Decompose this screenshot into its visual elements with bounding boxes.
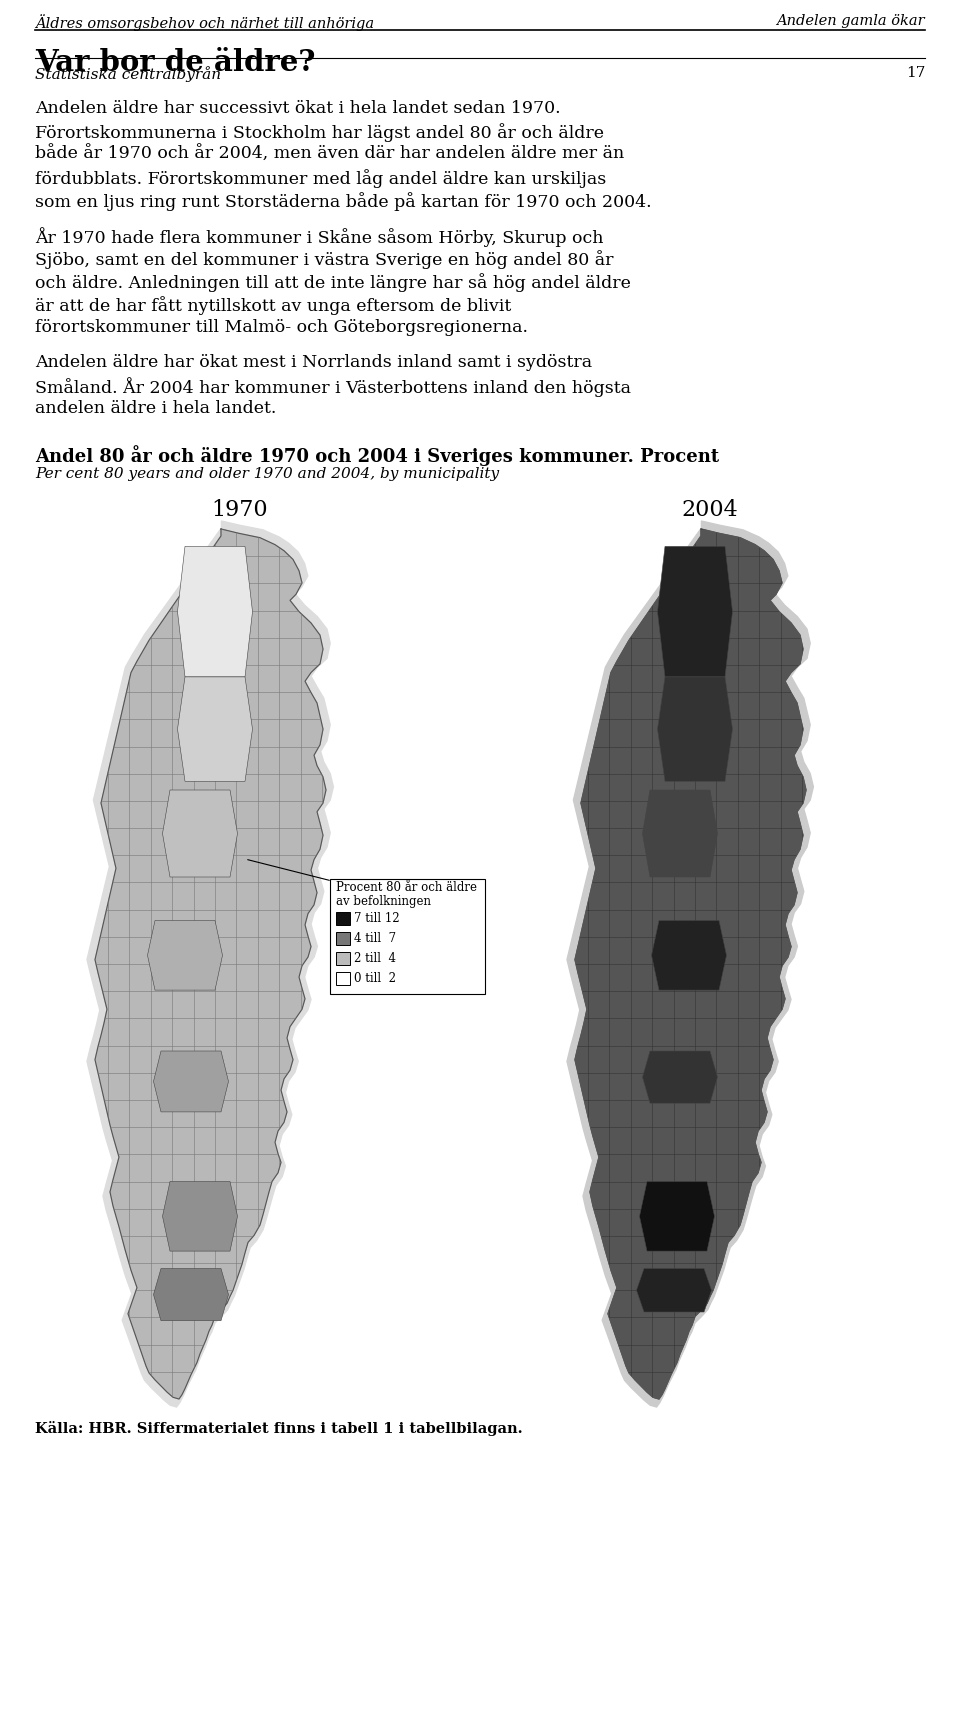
Polygon shape	[95, 530, 326, 1399]
Bar	[336, 912, 350, 926]
Polygon shape	[87, 521, 333, 1407]
Polygon shape	[639, 1181, 714, 1251]
Text: Andelen äldre har ökat mest i Norrlands inland samt i sydöstra: Andelen äldre har ökat mest i Norrlands …	[35, 355, 592, 370]
Text: av befolkningen: av befolkningen	[336, 895, 431, 908]
Text: 17: 17	[905, 67, 925, 81]
Text: Sjöbo, samt en del kommuner i västra Sverige en hög andel 80 år: Sjöbo, samt en del kommuner i västra Sve…	[35, 250, 613, 269]
Polygon shape	[162, 790, 237, 878]
Text: Äldres omsorgsbehov och närhet till anhöriga: Äldres omsorgsbehov och närhet till anhö…	[35, 14, 374, 31]
Text: är att de har fått nytillskott av unga eftersom de blivit: är att de har fått nytillskott av unga e…	[35, 297, 512, 315]
Polygon shape	[652, 920, 727, 991]
Polygon shape	[642, 1051, 717, 1104]
Text: 1970: 1970	[212, 499, 268, 521]
Text: 4 till  7: 4 till 7	[354, 932, 396, 944]
Polygon shape	[567, 521, 813, 1407]
Text: Var bor de äldre?: Var bor de äldre?	[35, 48, 316, 77]
Polygon shape	[658, 677, 732, 782]
Text: förortskommuner till Malmö- och Göteborgsregionerna.: förortskommuner till Malmö- och Göteborg…	[35, 319, 528, 336]
Bar	[330, 879, 485, 994]
Bar	[336, 951, 350, 965]
Polygon shape	[658, 547, 732, 677]
Text: 0 till  2: 0 till 2	[354, 972, 396, 986]
Text: Procent 80 år och äldre: Procent 80 år och äldre	[336, 881, 477, 895]
Text: både år 1970 och år 2004, men även där har andelen äldre mer än: både år 1970 och år 2004, men även där h…	[35, 146, 624, 163]
Polygon shape	[154, 1051, 228, 1112]
Text: Statistiska centralbyrån: Statistiska centralbyrån	[35, 67, 221, 82]
Text: 7 till 12: 7 till 12	[354, 912, 399, 926]
Text: Småland. År 2004 har kommuner i Västerbottens inland den högsta: Småland. År 2004 har kommuner i Västerbo…	[35, 377, 631, 398]
Polygon shape	[642, 790, 717, 878]
Text: andelen äldre i hela landet.: andelen äldre i hela landet.	[35, 399, 276, 417]
Polygon shape	[178, 547, 252, 677]
Text: 2 till  4: 2 till 4	[354, 951, 396, 965]
Polygon shape	[162, 1181, 237, 1251]
Polygon shape	[178, 677, 252, 782]
Text: Andel 80 år och äldre 1970 och 2004 i Sveriges kommuner. Procent: Andel 80 år och äldre 1970 och 2004 i Sv…	[35, 446, 719, 466]
Text: och äldre. Anledningen till att de inte längre har så hög andel äldre: och äldre. Anledningen till att de inte …	[35, 273, 631, 291]
Text: fördubblats. Förortskommuner med låg andel äldre kan urskiljas: fördubblats. Förortskommuner med låg and…	[35, 170, 607, 189]
Text: Förortskommunerna i Stockholm har lägst andel 80 år och äldre: Förortskommunerna i Stockholm har lägst …	[35, 123, 604, 142]
Text: Per cent 80 years and older 1970 and 2004, by municipality: Per cent 80 years and older 1970 and 200…	[35, 466, 499, 482]
Polygon shape	[148, 920, 223, 991]
Polygon shape	[154, 1268, 228, 1321]
Bar	[336, 932, 350, 944]
Polygon shape	[575, 530, 806, 1399]
Bar	[336, 972, 350, 986]
Text: som en ljus ring runt Storstäderna både på kartan för 1970 och 2004.: som en ljus ring runt Storstäderna både …	[35, 192, 652, 211]
Polygon shape	[636, 1268, 711, 1311]
Text: 2004: 2004	[682, 499, 738, 521]
Text: Källa: HBR. Siffermaterialet finns i tabell 1 i tabellbilagan.: Källa: HBR. Siffermaterialet finns i tab…	[35, 1421, 522, 1436]
Text: Andelen gamla ökar: Andelen gamla ökar	[777, 14, 925, 27]
Text: Andelen äldre har successivt ökat i hela landet sedan 1970.: Andelen äldre har successivt ökat i hela…	[35, 99, 561, 117]
Text: År 1970 hade flera kommuner i Skåne såsom Hörby, Skurup och: År 1970 hade flera kommuner i Skåne såso…	[35, 226, 604, 247]
